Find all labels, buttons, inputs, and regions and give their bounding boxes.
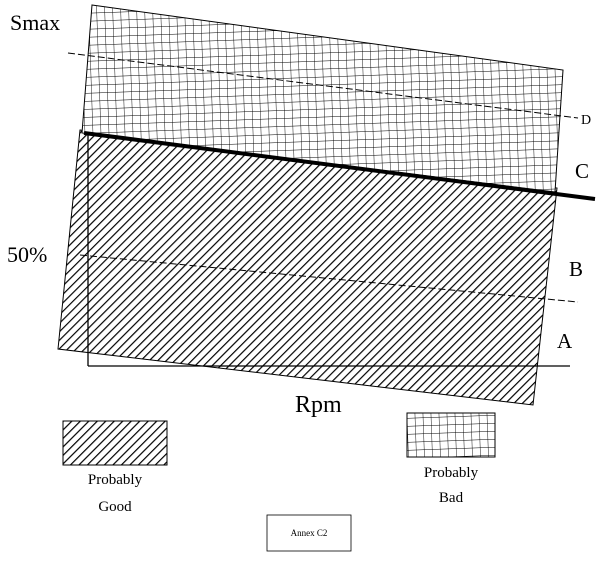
legend-bad-label-1: Probably bbox=[424, 465, 479, 481]
line-b bbox=[79, 254, 579, 303]
line-c bbox=[83, 131, 596, 201]
line-label-d: D bbox=[581, 113, 591, 128]
legend-bad-label-2: Bad bbox=[439, 490, 464, 506]
legend-swatch-bad bbox=[406, 412, 496, 458]
caption-box bbox=[266, 514, 352, 552]
legend-swatch-good bbox=[62, 420, 168, 466]
caption-text: Annex C2 bbox=[291, 528, 328, 538]
line-label-c: C bbox=[575, 159, 589, 183]
y-axis-top-label: Smax bbox=[10, 10, 60, 35]
y-axis-mid-label: 50% bbox=[7, 242, 47, 267]
legend-good-label-1: Probably bbox=[88, 472, 143, 488]
line-label-b: B bbox=[569, 257, 583, 281]
x-axis-label: Rpm bbox=[295, 392, 342, 418]
legend-good-label-2: Good bbox=[98, 499, 132, 515]
line-label-a: A bbox=[557, 329, 573, 353]
line-d bbox=[67, 52, 579, 119]
